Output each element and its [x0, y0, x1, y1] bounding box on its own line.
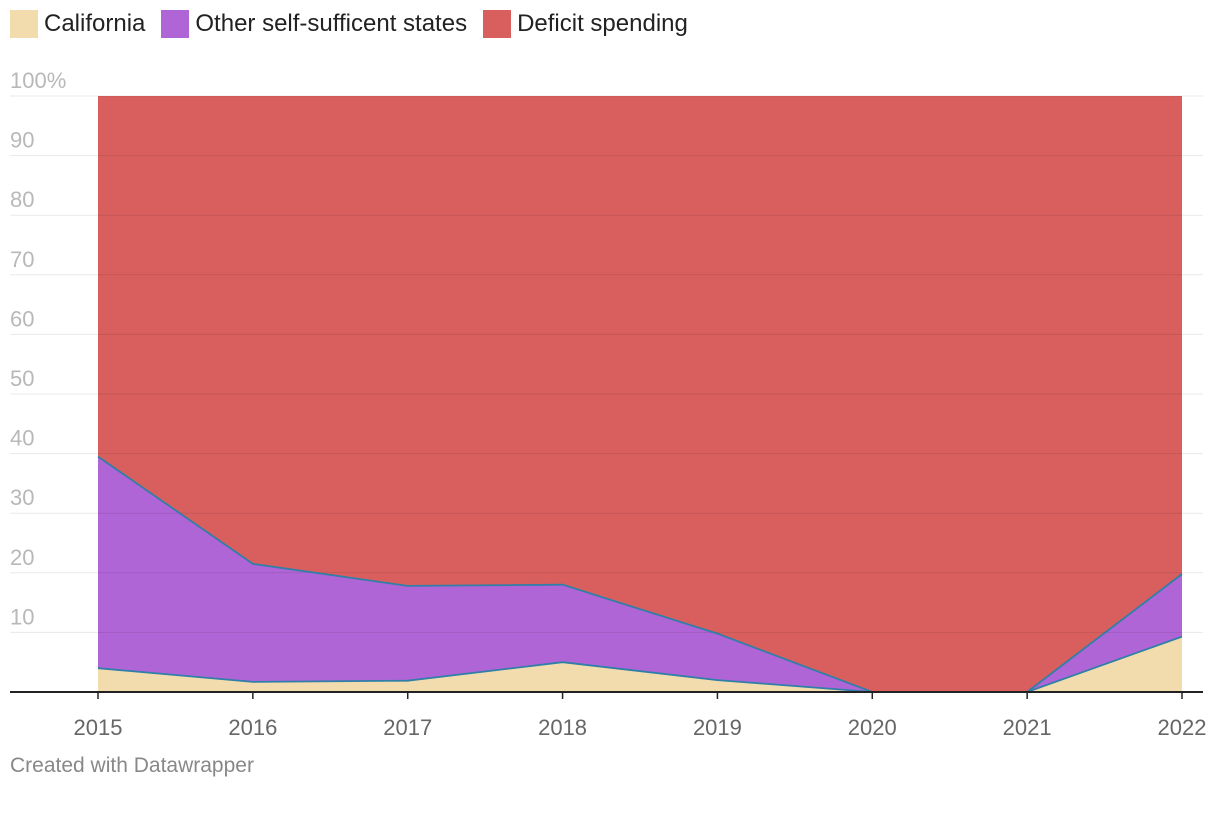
- x-tick-label: 2021: [1003, 715, 1052, 740]
- legend-label-california: California: [44, 10, 146, 37]
- y-tick-labels: 10 20 30 40 50 60 70 80 90 100%: [10, 68, 66, 629]
- y-tick-label: 20: [10, 545, 34, 570]
- y-tick-label: 80: [10, 187, 34, 212]
- legend-item-deficit: Deficit spending: [483, 10, 688, 38]
- x-tick-label: 2015: [74, 715, 123, 740]
- x-tick-label: 2019: [693, 715, 742, 740]
- y-tick-label: 50: [10, 366, 34, 391]
- gridlines: [10, 95, 1203, 633]
- y-tick-label: 70: [10, 247, 34, 272]
- area-other-self-sufficent-states: [98, 456, 1182, 692]
- x-tick-label: 2016: [228, 715, 277, 740]
- footer-credit: Created with Datawrapper: [10, 754, 254, 777]
- legend-swatch-deficit: [483, 10, 512, 38]
- legend-item-california: California: [10, 10, 145, 38]
- y-tick-label: 100%: [10, 68, 66, 93]
- legend-item-other-states: Other self-sufficent states: [161, 10, 467, 38]
- x-tick-label: 2017: [383, 715, 432, 740]
- x-tick-label: 2022: [1158, 715, 1207, 740]
- legend-swatch-california: [10, 10, 38, 38]
- y-tick-label: 90: [10, 128, 34, 153]
- area-layers: [98, 96, 1182, 692]
- x-tick-labels: 2015 2016 2017 2018 2019 2020 2021 2022: [74, 692, 1207, 740]
- legend-label-deficit: Deficit spending: [517, 10, 688, 37]
- legend: California Other self-sufficent states D…: [10, 10, 688, 38]
- x-tick-label: 2020: [848, 715, 897, 740]
- area-california: [98, 636, 1182, 692]
- y-tick-label: 60: [10, 306, 34, 331]
- y-tick-label: 10: [10, 604, 34, 629]
- x-tick-label: 2018: [538, 715, 587, 740]
- y-tick-label: 30: [10, 485, 34, 510]
- legend-label-other-states: Other self-sufficent states: [195, 10, 468, 37]
- legend-swatch-other-states: [161, 10, 190, 38]
- area-deficit-spending: [98, 96, 1182, 692]
- y-tick-label: 40: [10, 426, 34, 451]
